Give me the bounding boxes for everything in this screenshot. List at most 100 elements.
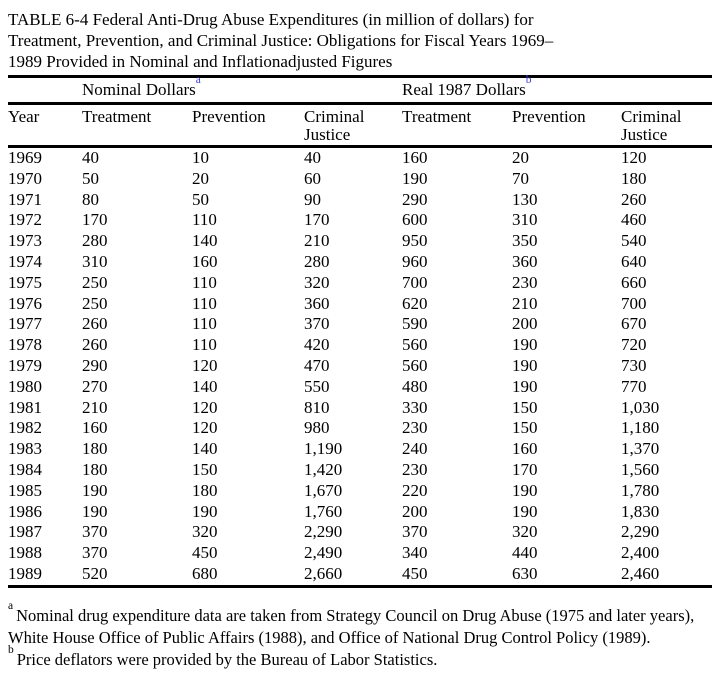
year-cell: 1983 [8,439,42,459]
value-cell: 270 [82,376,108,396]
table-row: 1973 280 140 210 950 350 540 [8,231,712,252]
table-row: 1987 370 320 2,290 370 320 2,290 [8,522,712,543]
value-cell: 960 [402,251,428,271]
value-cell: 160 [82,418,108,438]
value-cell: 170 [304,210,330,230]
value-cell: 80 [82,189,99,209]
value-cell: 320 [192,522,218,542]
value-cell: 120 [621,148,647,167]
value-cell: 290 [402,189,428,209]
year-cell: 1972 [8,210,42,230]
title-line-2: Treatment, Prevention, and Criminal Just… [8,31,554,50]
value-cell: 460 [621,210,647,230]
footnote-b-text: Price deflators were provided by the Bur… [16,649,438,669]
value-cell: 700 [621,293,647,313]
value-cell: 120 [192,418,218,438]
footnote-a: a Nominal drug expenditure data are taken… [8,600,698,649]
group-label-real: Real 1987 Dollars [402,80,526,99]
table-body: 1969 40 10 40 160 20 120 1970 50 20 60 190 70 180 1971… [8,147,713,588]
column-header-treatment-nominal: Treatment [82,103,192,148]
value-cell: 230 [402,459,428,479]
group-header-row: Nominal Dollarsa Real 1987 Dollarsb [8,73,713,105]
value-cell: 260 [621,189,647,209]
year-cell: 1971 [8,189,42,209]
year-cell: 1982 [8,418,42,438]
year-cell: 1980 [8,376,42,396]
value-cell: 160 [192,251,218,271]
year-cell: 1974 [8,251,42,271]
year-cell: 1984 [8,459,42,479]
value-cell: 160 [512,439,538,459]
value-cell: 110 [192,335,217,355]
column-header-prevention-nominal: Prevention [192,103,304,148]
value-cell: 550 [304,376,330,396]
value-cell: 220 [402,480,428,500]
value-cell: 110 [192,210,217,230]
footnote-ref-a[interactable]: a [195,73,201,86]
table-row: 1988 370 450 2,490 340 440 2,400 [8,543,712,564]
value-cell: 360 [304,293,330,313]
value-cell: 160 [402,148,428,167]
value-cell: 60 [304,168,321,188]
value-cell: 1,760 [304,501,343,521]
value-cell: 450 [402,563,513,588]
value-cell: 2,660 [304,563,403,588]
value-cell: 190 [512,335,538,355]
value-cell: 150 [512,418,538,438]
group-label-nominal: Nominal Dollars [82,80,196,99]
year-cell: 1979 [8,355,42,375]
value-cell: 540 [621,231,647,251]
year-cell: 1978 [8,335,42,355]
value-cell: 560 [402,335,428,355]
value-cell: 370 [82,522,108,542]
value-cell: 630 [512,563,622,588]
value-cell: 680 [192,563,304,588]
footnote-b: b Price deflators were provided by the Bu… [8,644,698,671]
value-cell: 230 [512,272,538,292]
value-cell: 110 [192,314,217,334]
value-cell: 230 [402,418,428,438]
title-line-1: TABLE 6-4 Federal Anti-Drug Abuse Expend… [8,10,534,29]
table-row: 1977 260 110 370 590 200 670 [8,314,712,335]
year-cell: 1989 [8,563,82,588]
value-cell: 140 [192,376,218,396]
value-cell: 210 [82,397,108,417]
table-row: 1989 520 680 2,660 450 630 2,460 [8,563,713,588]
value-cell: 190 [192,501,218,521]
value-cell: 470 [304,355,330,375]
title-line-3: 1989 Provided in Nominal and Inflationad… [8,52,393,71]
value-cell: 260 [82,335,108,355]
year-cell: 1987 [8,522,42,542]
value-cell: 950 [402,231,428,251]
value-cell: 2,290 [621,522,660,542]
table-row: 1975 250 110 320 700 230 660 [8,273,712,294]
value-cell: 250 [82,293,108,313]
footnote-a-marker: a [8,599,14,612]
value-cell: 200 [512,314,538,334]
table-row: 1969 40 10 40 160 20 120 [8,147,712,169]
year-cell: 1969 [8,148,42,167]
value-cell: 590 [402,314,428,334]
footnotes: a Nominal drug expenditure data are taken… [8,600,698,671]
table-title: TABLE 6-4 Federal Anti-Drug Abuse Expend… [8,9,712,72]
year-cell: 1988 [8,543,42,563]
column-header-criminal-justice-nominal: Criminal Justice [304,103,403,148]
year-cell: 1975 [8,272,42,292]
footnote-ref-b[interactable]: b [525,73,532,86]
table-row: 1979 290 120 470 560 190 730 [8,356,712,377]
value-cell: 20 [192,168,209,188]
value-cell: 320 [512,522,538,542]
value-cell: 370 [82,543,108,563]
value-cell: 420 [304,335,330,355]
group-header-spacer [8,75,82,105]
table-row: 1970 50 20 60 190 70 180 [8,169,712,190]
year-cell: 1986 [8,501,42,521]
value-cell: 1,780 [621,480,660,500]
column-header-criminal-justice-real: Criminal Justice [621,103,713,148]
table-row: 1982 160 120 980 230 150 1,180 [8,418,712,439]
value-cell: 980 [304,418,330,438]
footnote-a-text: Nominal drug expenditure data are taken … [8,605,695,647]
value-cell: 340 [402,543,428,563]
column-header-year: Year [8,103,82,148]
value-cell: 2,400 [621,543,660,563]
